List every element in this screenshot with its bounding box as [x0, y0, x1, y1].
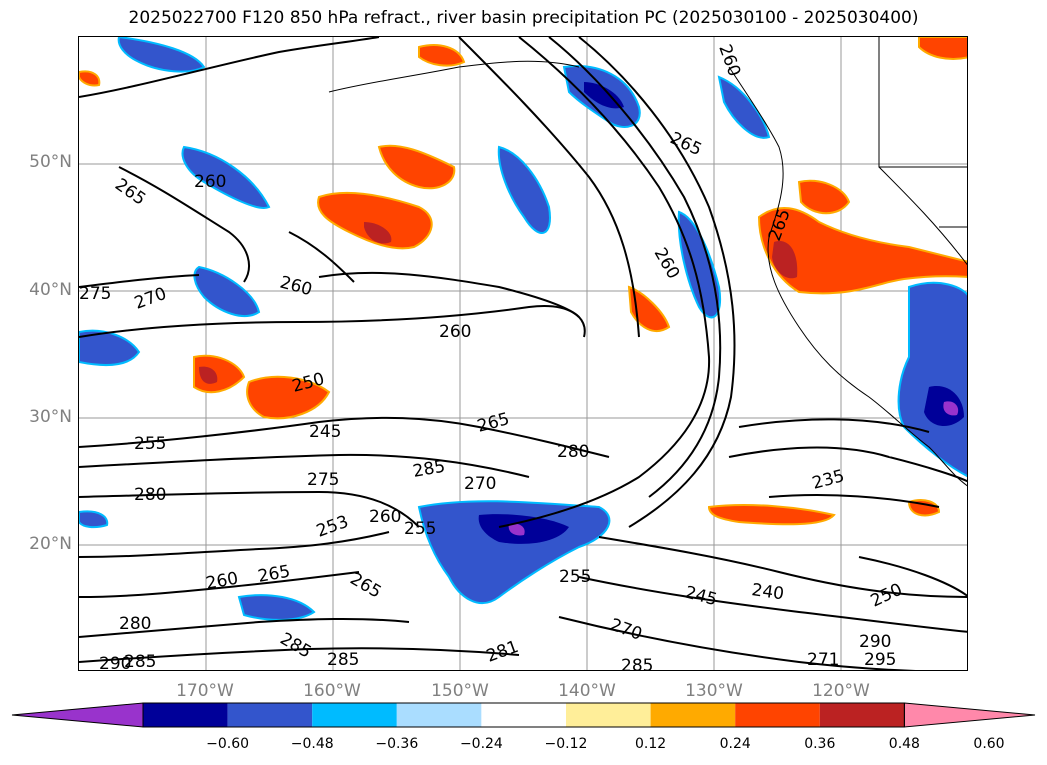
map-title: 2025022700 F120 850 hPa refract., river … — [128, 8, 919, 28]
contour-label: 295 — [864, 650, 896, 670]
contour-label: 281 — [484, 637, 521, 667]
contour-label: 270 — [132, 284, 169, 314]
lon-label-160w: 160°W — [303, 681, 361, 701]
contour-label: 265 — [256, 562, 291, 587]
contour-label: 280 — [557, 442, 589, 462]
contour-label: 260 — [204, 569, 239, 594]
contour-label: 285 — [327, 650, 359, 670]
contour-label: 240 — [750, 580, 785, 604]
colorbar-segment — [312, 703, 397, 727]
contour-label: 285 — [621, 656, 653, 671]
positive-anomaly-areas — [79, 37, 967, 526]
coastlines — [328, 37, 967, 487]
colorbar-tick-label: 0.48 — [888, 736, 920, 752]
contour-label: 275 — [79, 284, 111, 304]
lon-label-130w: 130°W — [685, 681, 743, 701]
contour-label: 290 — [99, 654, 131, 671]
colorbar-segment — [481, 703, 566, 727]
lat-label-50n: 50°N — [29, 152, 72, 172]
colorbar-extend-min — [11, 702, 144, 728]
colorbar-tick-label: 0.24 — [719, 736, 751, 752]
colorbar-segment — [396, 703, 482, 727]
map-canvas: 265 260 260 260 275 270 260 250 255 245 … — [79, 37, 967, 671]
contour-label: 260 — [369, 507, 401, 527]
lat-label-20n: 20°N — [29, 534, 72, 554]
contour-label: 260 — [714, 42, 744, 79]
colorbar-tick-label: 0.12 — [635, 736, 667, 752]
contour-label: 285 — [277, 629, 315, 663]
contour-label: 280 — [134, 485, 166, 505]
colorbar-segment — [227, 703, 313, 727]
colorbar-tick-label: −0.60 — [206, 736, 250, 752]
contour-label: 285 — [411, 457, 446, 482]
contour-label: 270 — [464, 474, 496, 494]
contour-label: 280 — [119, 614, 151, 634]
contour-label: 270 — [607, 615, 644, 645]
contour-label: 260 — [650, 245, 684, 283]
contour-label: 250 — [868, 580, 906, 612]
contour-label: 260 — [439, 322, 471, 342]
contour-label: 255 — [404, 519, 436, 539]
colorbar-segment — [143, 703, 228, 727]
colorbar-tick-label: −0.36 — [375, 736, 419, 752]
colorbar-tick-label: 0.60 — [973, 736, 1005, 752]
contour-label: 290 — [859, 632, 891, 652]
contour-label: 265 — [667, 128, 705, 160]
colorbar-segment — [819, 703, 905, 727]
lon-label-140w: 140°W — [558, 681, 616, 701]
negative-anomaly-areas — [79, 37, 967, 621]
contour-label: 255 — [134, 434, 166, 454]
colorbar-tick-label: −0.12 — [544, 736, 588, 752]
lat-label-30n: 30°N — [29, 407, 72, 427]
contour-label: 275 — [307, 470, 339, 490]
contour-label: 265 — [347, 569, 385, 603]
lon-label-170w: 170°W — [176, 681, 234, 701]
lon-label-120w: 120°W — [812, 681, 870, 701]
colorbar-segment — [735, 703, 820, 727]
colorbar-segment — [566, 703, 651, 727]
colorbar — [11, 702, 1036, 728]
contour-label: 255 — [559, 567, 591, 587]
colorbar-segment — [650, 703, 736, 727]
colorbar-extend-max — [903, 702, 1036, 728]
refractivity-contours — [79, 37, 967, 670]
contour-label: 271 — [807, 650, 839, 670]
contour-label: 245 — [309, 422, 341, 442]
contour-label: 253 — [314, 512, 351, 542]
contour-label: 260 — [194, 172, 226, 192]
colorbar-tick-label: −0.24 — [459, 736, 503, 752]
colorbar-tick-label: −0.48 — [290, 736, 334, 752]
contour-label: 285 — [124, 652, 156, 671]
lat-label-40n: 40°N — [29, 280, 72, 300]
contour-label: 260 — [278, 273, 315, 301]
lon-label-150w: 150°W — [431, 681, 489, 701]
map-panel[interactable]: 265 260 260 260 275 270 260 250 255 245 … — [78, 36, 968, 671]
colorbar-tick-label: 0.36 — [804, 736, 836, 752]
